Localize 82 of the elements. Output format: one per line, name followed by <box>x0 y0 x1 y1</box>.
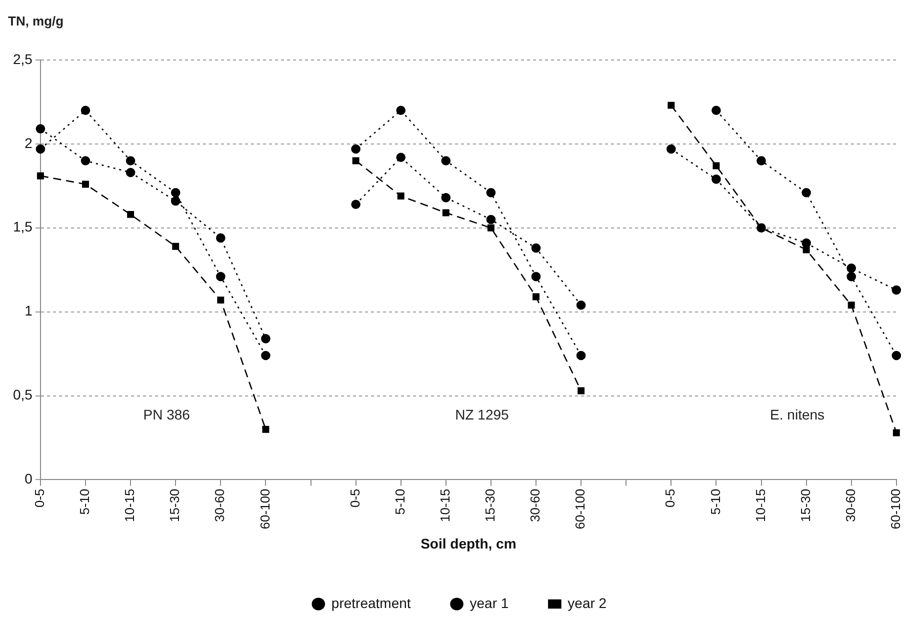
x-tick-label: 60-100 <box>888 488 903 530</box>
point <box>892 350 902 360</box>
point <box>216 272 226 282</box>
point <box>262 426 270 433</box>
x-tick-label: 10-15 <box>122 488 138 522</box>
point <box>666 144 676 154</box>
point <box>172 242 180 250</box>
point <box>487 224 494 232</box>
x-tick-label: 30-60 <box>842 488 858 522</box>
legend-label: year 1 <box>470 594 509 611</box>
point <box>126 168 136 178</box>
x-tick-label: 10-15 <box>437 488 452 522</box>
point <box>441 193 451 202</box>
x-tick-label: 5-10 <box>392 488 408 515</box>
point <box>352 157 360 164</box>
y-tick-label: 1,5 <box>12 218 33 235</box>
point <box>576 300 586 310</box>
point <box>82 180 89 188</box>
x-tick-label: 0-5 <box>347 488 362 508</box>
x-tick-label: 30-60 <box>212 488 228 522</box>
legend-label: pretreatment <box>331 594 411 611</box>
y-tick-label: 0,5 <box>12 386 33 403</box>
x-tick-label: 5-10 <box>708 488 723 515</box>
point <box>217 296 224 304</box>
point <box>892 285 902 295</box>
y-tick-label: 2 <box>24 134 33 151</box>
point <box>397 192 404 200</box>
annotation: E. nitens <box>770 406 825 423</box>
annotation: PN 386 <box>143 406 190 423</box>
x-tick-label: 0-5 <box>662 488 678 508</box>
point <box>712 162 720 170</box>
x-tick-label: 60-100 <box>257 488 272 530</box>
point <box>36 124 46 134</box>
point <box>442 209 450 216</box>
point <box>36 144 46 154</box>
y-axis-title: TN, mg/g <box>8 14 64 29</box>
point <box>486 214 496 224</box>
y-tick-label: 0 <box>24 470 33 487</box>
point <box>170 196 180 206</box>
point <box>756 156 766 166</box>
point <box>36 172 44 180</box>
point <box>531 243 541 253</box>
point <box>802 246 810 254</box>
point <box>532 293 540 300</box>
x-tick-label: 15-30 <box>798 488 813 522</box>
point <box>126 156 136 166</box>
x-tick-label: 15-30 <box>167 488 182 522</box>
annotation: NZ 1295 <box>455 406 510 423</box>
x-tick-label: 10-15 <box>752 488 768 522</box>
point <box>846 264 856 273</box>
point <box>80 156 90 166</box>
point <box>802 188 811 198</box>
point <box>712 106 721 116</box>
point <box>396 106 406 116</box>
point <box>351 200 360 210</box>
point <box>531 272 541 282</box>
point <box>846 272 856 282</box>
x-tick-label: 30-60 <box>528 488 543 522</box>
x-tick-label: 0-5 <box>32 488 48 508</box>
point <box>261 350 270 360</box>
point <box>668 102 675 109</box>
point <box>441 156 451 166</box>
y-tick-label: 2,5 <box>12 50 33 67</box>
x-tick-label: 15-30 <box>482 488 498 522</box>
x-tick-label: 5-10 <box>77 488 92 515</box>
point <box>848 302 855 309</box>
point <box>892 429 900 436</box>
point <box>80 106 90 116</box>
point <box>351 144 360 154</box>
point <box>486 188 496 198</box>
point <box>712 174 721 184</box>
point <box>127 210 134 218</box>
point <box>578 387 585 394</box>
point <box>170 188 180 198</box>
y-tick-label: 1 <box>24 302 33 319</box>
point <box>216 233 226 243</box>
x-axis-title: Soil depth, cm <box>420 535 516 552</box>
point <box>576 350 586 360</box>
x-tick-label: 60-100 <box>572 488 588 530</box>
legend-label: year 2 <box>568 594 607 611</box>
point <box>261 334 270 344</box>
point <box>396 152 406 162</box>
